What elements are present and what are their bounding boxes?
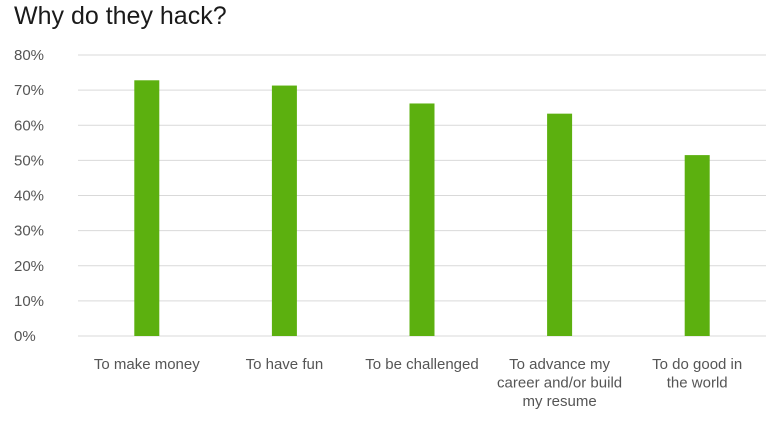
x-tick-label: To advance my career and/or build my resum… [497, 356, 622, 410]
x-tick-label: To make money [94, 356, 200, 373]
bar [134, 80, 160, 336]
y-tick-label: 30% [14, 223, 44, 240]
y-tick-label: 60% [14, 117, 44, 134]
chart-title: Why do they hack? [14, 2, 227, 30]
bar [547, 113, 573, 336]
y-tick-label: 50% [14, 152, 44, 169]
x-tick-label: To be challenged [365, 356, 478, 373]
y-tick-label: 0% [14, 328, 36, 345]
x-tick-label: To have fun [246, 356, 324, 373]
bar [271, 85, 297, 336]
y-tick-label: 10% [14, 293, 44, 310]
y-tick-label: 80% [14, 47, 44, 64]
bar [409, 103, 435, 336]
y-tick-label: 40% [14, 188, 44, 205]
bar [684, 155, 710, 336]
y-tick-label: 20% [14, 258, 44, 275]
x-tick-label: To do good in the world [652, 356, 742, 392]
y-tick-label: 70% [14, 82, 44, 99]
